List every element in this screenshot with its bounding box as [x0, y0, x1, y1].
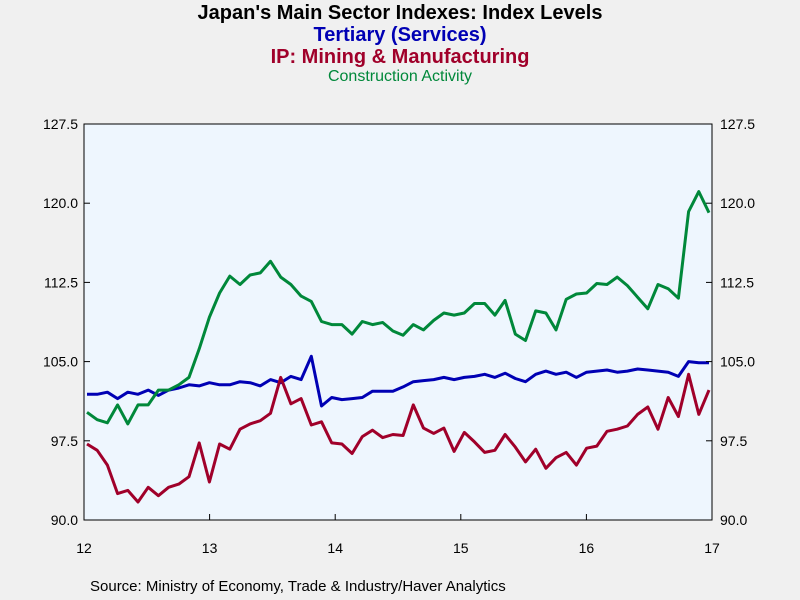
- y-tick-label-left: 90.0: [51, 512, 78, 528]
- y-tick-label-left: 120.0: [43, 195, 78, 211]
- x-tick-label: 17: [704, 540, 720, 556]
- series-line-2: [86, 372, 711, 504]
- y-tick-label-left: 112.5: [44, 274, 78, 290]
- chart-title: Japan's Main Sector Indexes: Index Level…: [197, 2, 603, 24]
- series-line-1: [87, 354, 709, 408]
- y-tick-label-left: 105.0: [43, 354, 78, 370]
- y-tick-label-left: 127.5: [43, 116, 78, 132]
- x-tick-label: 12: [76, 540, 92, 556]
- y-tick-label-right: 105.0: [720, 354, 755, 370]
- y-tick-label-right: 127.5: [720, 116, 755, 132]
- x-tick-label: 16: [579, 540, 595, 556]
- axis-layer: 90.0 90.0 97.5 97.5 105.0 105.0 112.5 112.5 120.…: [43, 116, 755, 556]
- y-tick-label-left: 97.5: [51, 433, 78, 449]
- y-tick-label-right: 90.0: [720, 512, 747, 528]
- series-title-ip: IP: Mining & Manufacturing: [270, 46, 530, 68]
- series-title-tertiary: Tertiary (Services): [313, 24, 487, 46]
- title-block: Japan's Main Sector Indexes: Index Level…: [0, 2, 800, 86]
- y-tick-label-right: 112.5: [720, 274, 754, 290]
- x-tick-label: 13: [202, 540, 218, 556]
- source-note: Source: Ministry of Economy, Trade & Ind…: [90, 578, 506, 595]
- x-tick-label: 15: [453, 540, 469, 556]
- series-layer: [86, 190, 711, 504]
- y-tick-label-right: 97.5: [720, 433, 747, 449]
- plot-area: [83, 123, 713, 521]
- y-tick-label-right: 120.0: [720, 195, 755, 211]
- x-tick-label: 14: [327, 540, 343, 556]
- series-line-3: [86, 190, 711, 426]
- series-title-construction: Construction Activity: [327, 68, 473, 85]
